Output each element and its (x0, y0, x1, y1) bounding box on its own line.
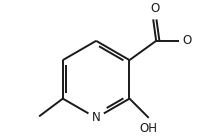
Text: OH: OH (140, 122, 158, 135)
Text: N: N (92, 111, 100, 124)
Text: O: O (150, 2, 159, 15)
Text: O: O (182, 34, 191, 47)
